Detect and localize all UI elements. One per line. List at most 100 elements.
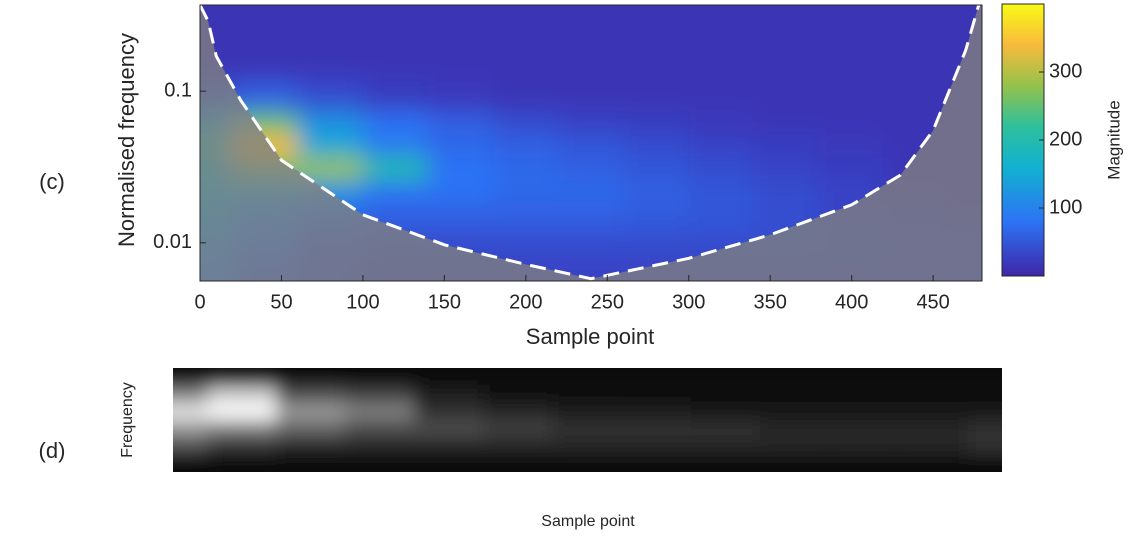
axes: 0 50 100 150 200 250 300 350 400 450 0.01 0.1 100 200… bbox=[153, 3, 1082, 313]
heat-cell bbox=[623, 81, 689, 112]
heat-cell bbox=[623, 5, 689, 42]
gray-cell bbox=[173, 437, 208, 455]
gray-cell bbox=[898, 368, 968, 386]
gray-cell bbox=[691, 420, 761, 438]
heat-cell bbox=[297, 157, 363, 181]
gray-cell bbox=[207, 437, 277, 455]
gray-cell bbox=[967, 385, 1002, 403]
heat-cell bbox=[362, 180, 429, 204]
gray-cells bbox=[173, 368, 1002, 472]
heat-cell bbox=[232, 41, 298, 82]
gray-cell bbox=[691, 402, 761, 420]
heat-cell bbox=[753, 41, 820, 82]
heat-cell bbox=[297, 134, 363, 158]
gray-cell bbox=[622, 368, 692, 386]
x-axis-label: Sample point bbox=[526, 324, 654, 349]
heat-cell bbox=[428, 180, 494, 204]
heat-cell bbox=[558, 41, 624, 82]
gray-cell bbox=[414, 385, 484, 403]
gray-cell bbox=[829, 437, 899, 455]
heat-cell bbox=[232, 5, 298, 42]
heat-cell bbox=[558, 203, 624, 230]
heat-cell bbox=[688, 134, 754, 158]
heat-cell bbox=[819, 134, 885, 158]
x-tick-label: 0 bbox=[194, 291, 205, 313]
heat-cell bbox=[428, 111, 494, 135]
gray-cell bbox=[345, 454, 415, 472]
heat-cell bbox=[362, 41, 429, 82]
heat-cell bbox=[428, 5, 494, 42]
gray-cell bbox=[967, 368, 1002, 386]
heat-cell bbox=[688, 203, 754, 230]
gray-cell bbox=[829, 368, 899, 386]
gray-cell bbox=[967, 402, 1002, 420]
gray-cell bbox=[552, 454, 623, 472]
heat-cell bbox=[428, 41, 494, 82]
gray-cell bbox=[898, 420, 968, 438]
heat-cell bbox=[753, 5, 820, 42]
gray-cell bbox=[760, 402, 830, 420]
heat-cell bbox=[493, 134, 559, 158]
gray-cell bbox=[173, 454, 208, 472]
heat-cell bbox=[428, 157, 494, 181]
heat-cell bbox=[884, 41, 950, 82]
heat-cell bbox=[493, 111, 559, 135]
gray-cell bbox=[691, 437, 761, 455]
gray-cell bbox=[622, 402, 692, 420]
gray-cell bbox=[207, 402, 277, 420]
gray-cell bbox=[483, 420, 553, 438]
gray-cell bbox=[622, 385, 692, 403]
gray-cell bbox=[829, 454, 899, 472]
heat-cell bbox=[884, 81, 950, 112]
gray-cell bbox=[898, 385, 968, 403]
gray-cell bbox=[276, 385, 346, 403]
heat-cell bbox=[688, 157, 754, 181]
gray-cell bbox=[760, 385, 830, 403]
x-tick-label: 250 bbox=[591, 291, 624, 313]
panel-label: (c) bbox=[39, 169, 65, 194]
gray-cell bbox=[345, 437, 415, 455]
gray-cell bbox=[483, 402, 553, 420]
gray-cell bbox=[345, 402, 415, 420]
gray-cell bbox=[691, 385, 761, 403]
gray-cell bbox=[207, 368, 277, 386]
gray-cell bbox=[276, 402, 346, 420]
gray-cell bbox=[414, 437, 484, 455]
heat-cell bbox=[753, 157, 820, 181]
gray-cell bbox=[173, 402, 208, 420]
gray-cell bbox=[622, 454, 692, 472]
gray-cell bbox=[691, 454, 761, 472]
gray-cell bbox=[483, 368, 553, 386]
heat-cell bbox=[297, 41, 363, 82]
heat-cell bbox=[753, 134, 820, 158]
heat-cell bbox=[362, 81, 429, 112]
heat-cell bbox=[623, 111, 689, 135]
y-axis-label: Frequency bbox=[119, 382, 136, 458]
gray-cell bbox=[691, 368, 761, 386]
x-tick-label: 100 bbox=[346, 291, 379, 313]
gray-cell bbox=[622, 437, 692, 455]
gray-cell bbox=[483, 437, 553, 455]
heat-cell bbox=[428, 134, 494, 158]
heat-cell bbox=[688, 81, 754, 112]
gray-cell bbox=[760, 368, 830, 386]
gray-cell bbox=[552, 437, 623, 455]
heat-cell bbox=[753, 111, 820, 135]
heat-cell bbox=[819, 81, 885, 112]
heat-cell bbox=[688, 111, 754, 135]
heat-cell bbox=[493, 81, 559, 112]
heat-cell bbox=[493, 157, 559, 181]
gray-cell bbox=[967, 454, 1002, 472]
y-axis-label: Normalised frequency bbox=[114, 33, 139, 247]
x-tick-label: 400 bbox=[835, 291, 868, 313]
heat-cell bbox=[623, 41, 689, 82]
gray-cell bbox=[898, 437, 968, 455]
gray-cell bbox=[552, 385, 623, 403]
x-tick-label: 350 bbox=[754, 291, 787, 313]
heat-cell bbox=[688, 180, 754, 204]
heat-cell bbox=[493, 229, 559, 255]
heat-cell bbox=[819, 5, 885, 42]
heat-cell bbox=[428, 81, 494, 112]
